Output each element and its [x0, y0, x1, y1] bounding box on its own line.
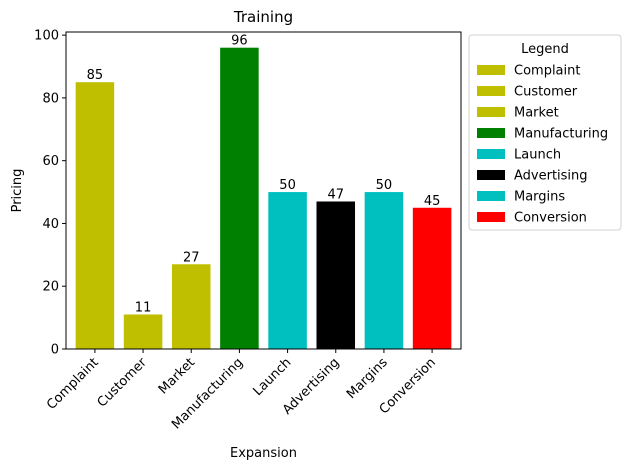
- legend-label: Market: [514, 106, 559, 121]
- bars-group: 85 11 27 96 50 47 50 45: [75, 34, 452, 350]
- y-tick-label: 80: [42, 91, 59, 106]
- bar: [364, 192, 404, 349]
- bar-value-label: 45: [424, 194, 441, 209]
- bar: [412, 207, 452, 349]
- x-tick-label: Margins: [344, 355, 391, 402]
- bar: [123, 314, 163, 349]
- legend-title: Legend: [521, 42, 569, 57]
- legend: Legend Complaint Customer Market Manufactur…: [468, 34, 622, 231]
- bar-value-label: 85: [87, 68, 104, 83]
- plot-frame: [65, 31, 462, 350]
- bar-value-label: 27: [183, 250, 200, 265]
- y-tick-label: 20: [42, 280, 59, 295]
- y-axis-title: Pricing: [10, 169, 25, 213]
- legend-swatch: [477, 149, 505, 159]
- x-tick-label: Market: [156, 355, 198, 397]
- y-tick-label: 40: [42, 217, 59, 232]
- legend-label: Margins: [514, 190, 565, 205]
- bar-value-label: 50: [279, 178, 296, 193]
- legend-entries: Complaint Customer Market Manufacturing Laun…: [477, 64, 608, 226]
- x-tick-label: Customer: [95, 355, 151, 411]
- legend-label: Complaint: [514, 64, 580, 79]
- y-tick-label: 60: [42, 154, 59, 169]
- x-axis-title: Expansion: [230, 446, 297, 461]
- legend-label: Customer: [514, 85, 578, 100]
- bar: [316, 201, 356, 349]
- legend-box: [468, 34, 622, 231]
- legend-label: Manufacturing: [514, 127, 608, 142]
- bar: [220, 47, 259, 350]
- bar: [268, 192, 307, 349]
- bar-value-label: 96: [231, 34, 248, 49]
- y-tick-label: 100: [34, 29, 59, 44]
- legend-label: Launch: [514, 148, 561, 163]
- bar: [171, 264, 211, 349]
- legend-swatch: [477, 86, 505, 96]
- legend-swatch: [477, 107, 505, 117]
- legend-swatch: [477, 191, 505, 201]
- legend-swatch: [477, 65, 505, 75]
- x-tick-label: Complaint: [44, 355, 102, 413]
- bar-value-label: 47: [327, 187, 344, 202]
- x-tick-label: Launch: [251, 355, 295, 399]
- legend-swatch: [477, 212, 505, 222]
- legend-swatch: [477, 128, 505, 138]
- y-axis: 0 20 40 60 80 100: [34, 29, 66, 358]
- bar-value-label: 50: [376, 178, 393, 193]
- y-tick-label: 0: [51, 343, 59, 358]
- legend-label: Conversion: [514, 211, 587, 226]
- bar-value-label: 11: [135, 300, 152, 315]
- chart-title: Training: [233, 8, 293, 26]
- bar: [75, 82, 115, 349]
- legend-label: Advertising: [514, 169, 588, 184]
- legend-swatch: [477, 170, 505, 180]
